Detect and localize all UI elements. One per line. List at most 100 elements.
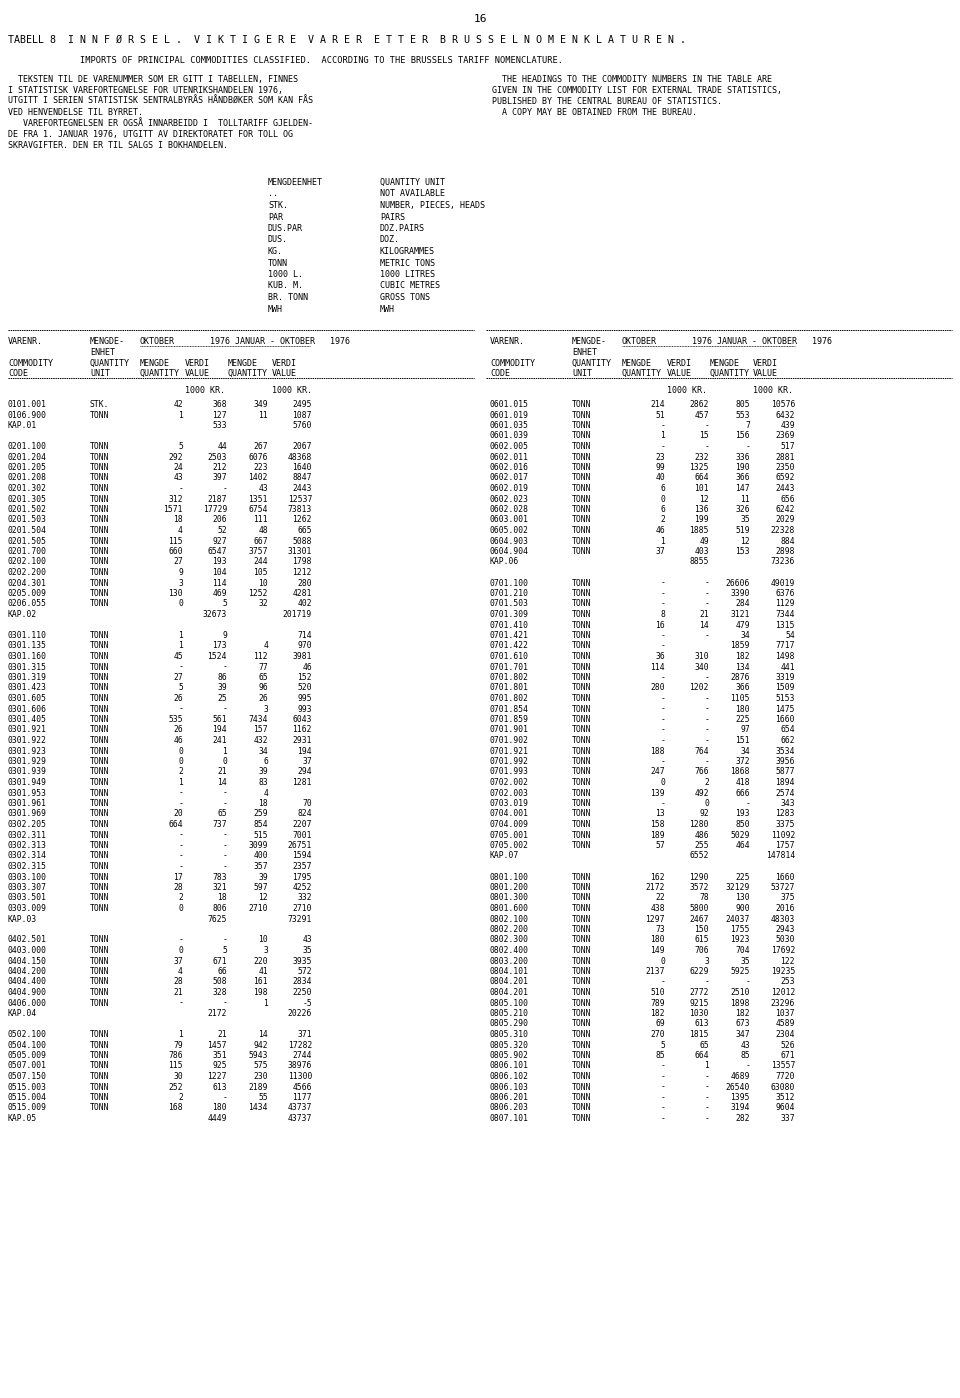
Text: TONN: TONN: [572, 1019, 591, 1029]
Text: 805: 805: [735, 400, 750, 410]
Text: MENGDE: MENGDE: [622, 359, 652, 368]
Text: 0515.009: 0515.009: [8, 1103, 47, 1113]
Text: 15: 15: [699, 432, 709, 440]
Text: 0804.201: 0804.201: [490, 988, 529, 997]
Text: VARENR.: VARENR.: [8, 337, 43, 345]
Text: TONN: TONN: [572, 672, 591, 682]
Text: 372: 372: [735, 756, 750, 766]
Text: 7625: 7625: [207, 914, 227, 924]
Text: 1: 1: [179, 411, 183, 419]
Text: 8: 8: [660, 610, 665, 619]
Text: 0802.100: 0802.100: [490, 914, 529, 924]
Text: TONN: TONN: [572, 693, 591, 703]
Text: TONN: TONN: [90, 558, 109, 566]
Text: 43737: 43737: [288, 1114, 312, 1123]
Text: MWH: MWH: [380, 305, 395, 313]
Text: 10576: 10576: [771, 400, 795, 410]
Text: 0702.003: 0702.003: [490, 788, 529, 797]
Text: TONN: TONN: [572, 1114, 591, 1123]
Text: 28: 28: [173, 884, 183, 892]
Text: 139: 139: [650, 788, 665, 797]
Text: 1475: 1475: [776, 705, 795, 713]
Text: MENGDE: MENGDE: [140, 359, 170, 368]
Text: 0802.300: 0802.300: [490, 935, 529, 945]
Text: 152: 152: [298, 672, 312, 682]
Text: 0: 0: [660, 956, 665, 966]
Text: TONN: TONN: [572, 893, 591, 903]
Text: 38976: 38976: [288, 1061, 312, 1071]
Text: 157: 157: [253, 726, 268, 734]
Text: 0515.004: 0515.004: [8, 1093, 47, 1102]
Text: 5153: 5153: [776, 693, 795, 703]
Text: 223: 223: [253, 463, 268, 473]
Text: 5: 5: [222, 946, 227, 955]
Text: TONN: TONN: [90, 842, 109, 850]
Text: 2467: 2467: [689, 914, 709, 924]
Text: TABELL 8  I N N F Ø R S E L .  V I K T I G E R E  V A R E R  E T T E R  B R U S : TABELL 8 I N N F Ø R S E L . V I K T I G…: [8, 35, 686, 45]
Text: 1898: 1898: [731, 998, 750, 1008]
Text: 850: 850: [735, 821, 750, 829]
Text: TONN: TONN: [572, 630, 591, 640]
Text: 27: 27: [173, 672, 183, 682]
Text: TONN: TONN: [90, 705, 109, 713]
Text: 0201.700: 0201.700: [8, 547, 47, 556]
Text: 73291: 73291: [288, 914, 312, 924]
Text: 4281: 4281: [293, 589, 312, 598]
Text: PAR: PAR: [268, 212, 283, 221]
Text: 180: 180: [650, 935, 665, 945]
Text: -: -: [660, 726, 665, 734]
Text: 114: 114: [212, 579, 227, 587]
Text: 492: 492: [694, 788, 709, 797]
Text: TONN: TONN: [572, 788, 591, 797]
Text: 6: 6: [660, 484, 665, 493]
Text: -: -: [704, 442, 709, 452]
Text: 664: 664: [694, 1051, 709, 1060]
Text: TEKSTEN TIL DE VARENUMMER SOM ER GITT I TABELLEN, FINNES: TEKSTEN TIL DE VARENUMMER SOM ER GITT I …: [8, 75, 298, 84]
Text: TONN: TONN: [90, 484, 109, 493]
Text: 351: 351: [212, 1051, 227, 1060]
Text: TONN: TONN: [90, 735, 109, 745]
Text: TONN: TONN: [90, 821, 109, 829]
Text: 201719: 201719: [283, 610, 312, 619]
Text: 6552: 6552: [689, 851, 709, 861]
Text: 27: 27: [173, 558, 183, 566]
Text: 23296: 23296: [771, 998, 795, 1008]
Text: 2357: 2357: [293, 863, 312, 871]
Text: 1262: 1262: [293, 516, 312, 524]
Text: 14: 14: [699, 621, 709, 629]
Text: TONN: TONN: [572, 946, 591, 955]
Text: 168: 168: [168, 1103, 183, 1113]
Text: 0204.301: 0204.301: [8, 579, 47, 587]
Text: 0701.802: 0701.802: [490, 672, 529, 682]
Text: 535: 535: [168, 714, 183, 724]
Text: SKRAVGIFTER. DEN ER TIL SALGS I BOKHANDELEN.: SKRAVGIFTER. DEN ER TIL SALGS I BOKHANDE…: [8, 141, 228, 150]
Text: 0803.200: 0803.200: [490, 956, 529, 966]
Text: I STATISTISK VAREFORTEGNELSE FOR UTENRIKSHANDELEN 1976,: I STATISTISK VAREFORTEGNELSE FOR UTENRIK…: [8, 87, 283, 95]
Text: 161: 161: [253, 977, 268, 987]
Text: 48: 48: [258, 526, 268, 535]
Text: TONN: TONN: [90, 946, 109, 955]
Text: 783: 783: [212, 872, 227, 882]
Text: 149: 149: [650, 946, 665, 955]
Text: TONN: TONN: [572, 842, 591, 850]
Text: 73813: 73813: [288, 505, 312, 514]
Text: 766: 766: [694, 768, 709, 776]
Text: -: -: [704, 600, 709, 608]
Text: 4: 4: [263, 642, 268, 650]
Text: 0: 0: [179, 905, 183, 913]
Text: 162: 162: [650, 872, 665, 882]
Text: 1177: 1177: [293, 1093, 312, 1102]
Text: COMMODITY: COMMODITY: [490, 359, 535, 368]
Text: TONN: TONN: [90, 714, 109, 724]
Text: 1923: 1923: [731, 935, 750, 945]
Text: TONN: TONN: [90, 893, 109, 903]
Text: 1976 JANUAR - OKTOBER   1976: 1976 JANUAR - OKTOBER 1976: [210, 337, 350, 345]
Text: 613: 613: [694, 1019, 709, 1029]
Text: TONN: TONN: [572, 642, 591, 650]
Text: UNIT: UNIT: [572, 369, 592, 377]
Text: 12: 12: [258, 893, 268, 903]
Text: TONN: TONN: [90, 693, 109, 703]
Text: 52: 52: [217, 526, 227, 535]
Text: 371: 371: [298, 1030, 312, 1039]
Text: 0301.315: 0301.315: [8, 663, 47, 671]
